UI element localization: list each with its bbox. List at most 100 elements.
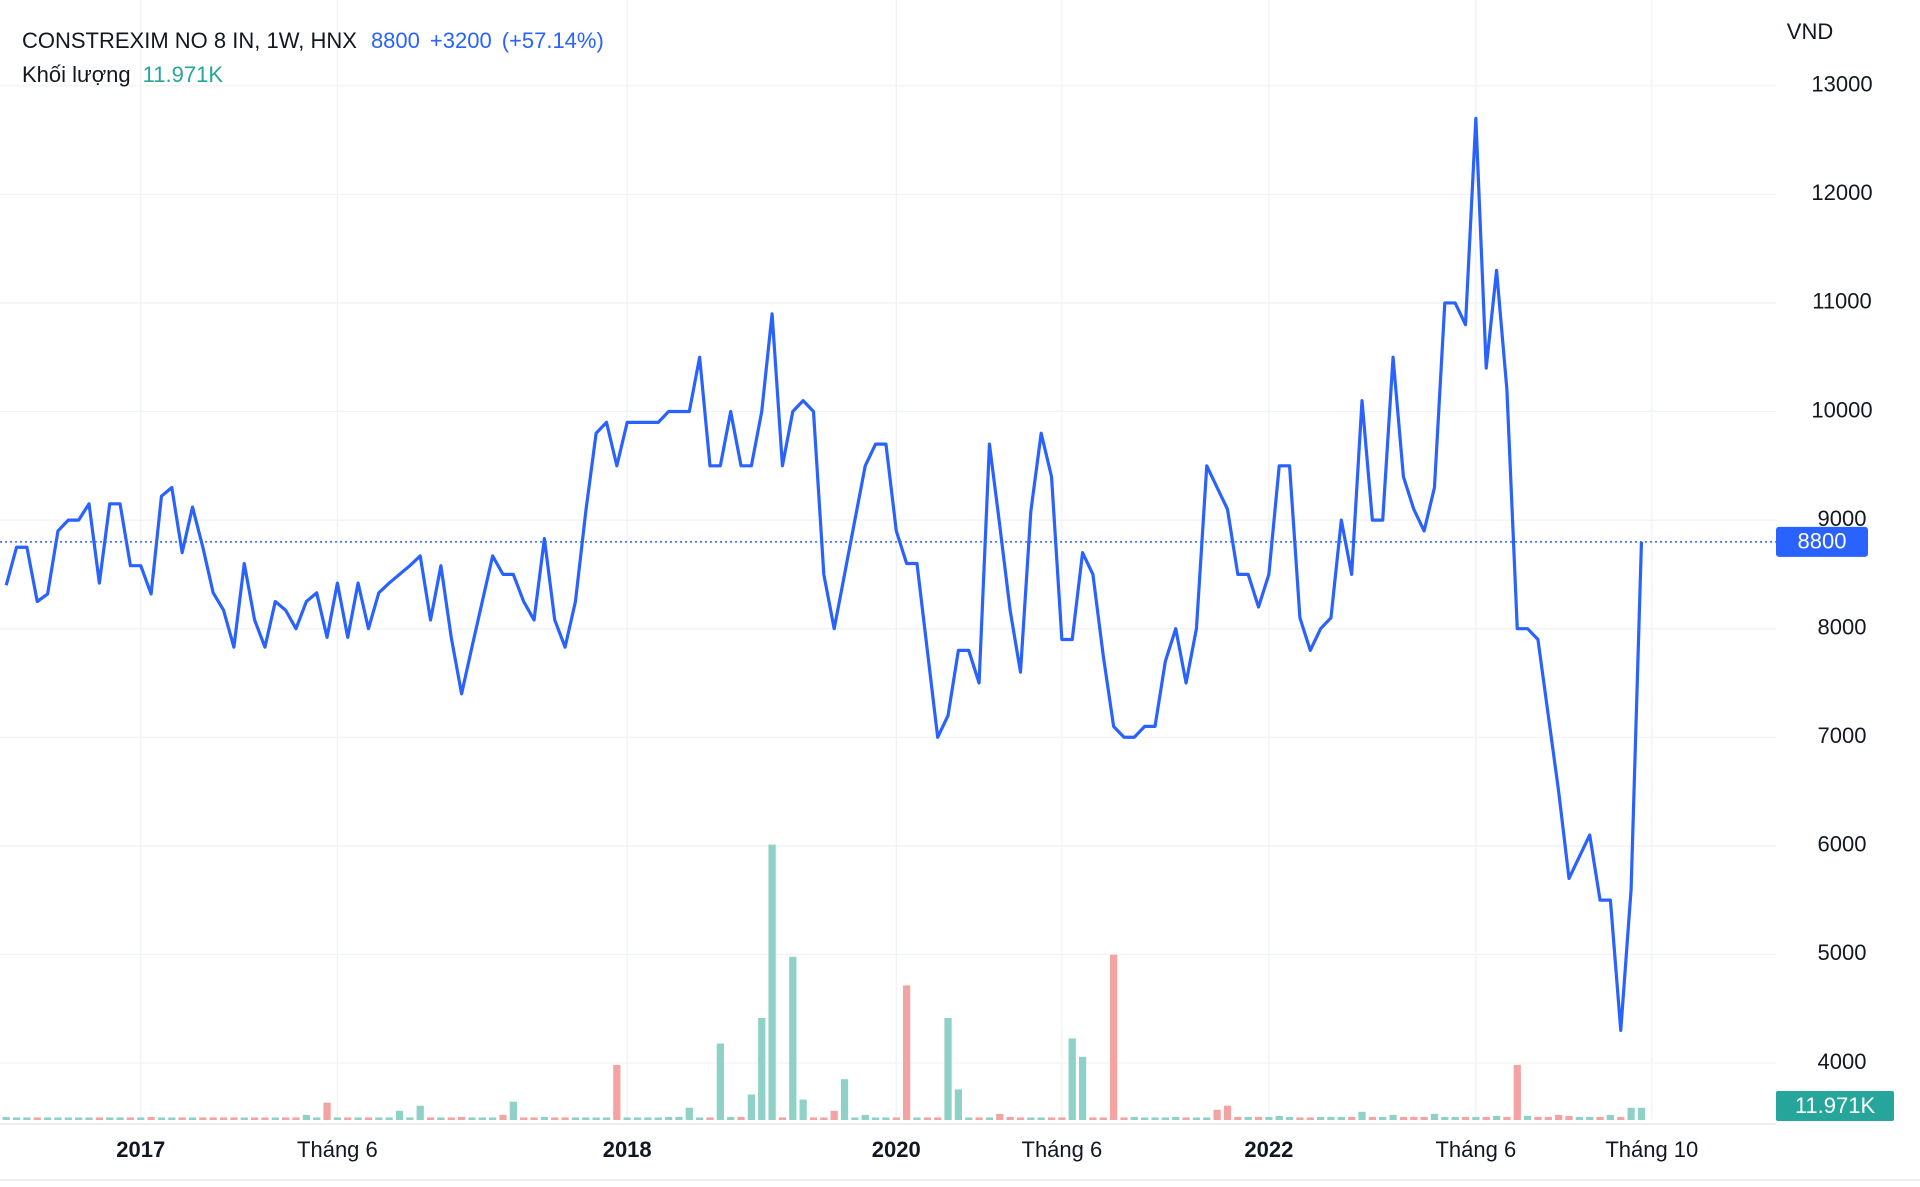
volume-bar [33,1117,41,1120]
volume-badge-label: 11.971K [1795,1093,1876,1118]
volume-bar [1234,1116,1242,1120]
volume-bar [1213,1109,1221,1120]
volume-bar [623,1117,631,1120]
last-price-badge [1776,526,1868,557]
y-tick-label: 5000 [1818,940,1867,965]
volume-bar [789,956,797,1120]
volume-bar [654,1117,662,1120]
volume-bar [1130,1116,1138,1120]
volume-bar [1637,1107,1646,1120]
volume-bar [840,1079,849,1120]
currency-label: VND [1787,19,1833,44]
volume-bar [644,1117,652,1120]
volume-bar [778,1117,787,1120]
volume-bar [168,1117,176,1120]
volume-bar [758,1018,766,1120]
volume-bar [313,1117,321,1120]
volume-bar [478,1117,486,1120]
y-tick-label: 8000 [1818,614,1867,639]
volume-bar [1016,1117,1025,1120]
x-tick-label: 2017 [116,1137,165,1162]
volume-bar [1192,1117,1201,1120]
y-tick-label: 4000 [1818,1049,1867,1074]
price-change: +3200 [430,28,492,53]
axes: 4000 5000 6000 7000 8000 9000 10000 11000 12000 1… [116,72,1894,1162]
y-tick-label: 7000 [1818,723,1867,748]
volume-bar [509,1101,517,1120]
volume-bar [903,985,911,1120]
volume-bar [1420,1116,1428,1120]
volume-bar [1617,1116,1625,1120]
volume-badge [1776,1091,1894,1121]
x-tick-label: 2020 [872,1137,921,1162]
volume-bar [489,1117,497,1120]
volume-bar [1596,1116,1604,1120]
volume-bar [1451,1116,1459,1120]
y-tick-label: 6000 [1818,832,1867,857]
volume-bar [820,1117,828,1120]
volume-bar [1254,1116,1263,1120]
volume-bar [1523,1115,1532,1120]
volume-bar [271,1117,279,1120]
volume-bar [1058,1117,1066,1120]
volume-bar [323,1102,331,1120]
volume-bar [54,1117,62,1120]
volume-bar [975,1117,983,1120]
volume-bar [944,1018,952,1120]
volume-bar [768,844,776,1120]
volume-bar [1358,1111,1366,1120]
volume-bar [137,1117,145,1120]
volume-bar [64,1117,72,1120]
volume-bar [385,1117,393,1120]
volume-bar [934,1117,942,1120]
volume-bar [1410,1116,1418,1120]
volume-bar [602,1117,611,1120]
y-tick-label: 11000 [1812,289,1872,314]
volume-bar [1544,1116,1552,1120]
volume-bar [996,1113,1004,1120]
volume-bar [261,1117,269,1120]
volume-bar [344,1117,352,1120]
grid [0,0,1776,1120]
volume-bar [582,1117,590,1120]
x-tick-label: Tháng 10 [1605,1137,1698,1162]
y-tick-label: 13000 [1811,72,1872,97]
volume-bar [592,1117,600,1120]
volume-bar [147,1116,155,1120]
volume-bar [1037,1117,1045,1120]
x-tick-label: 2018 [603,1137,652,1162]
volume-bar [333,1117,342,1120]
volume-bar [561,1117,569,1120]
volume-bar [292,1117,300,1120]
volume-bar [126,1117,135,1120]
volume-bar [1306,1117,1314,1120]
volume-bar [1472,1116,1480,1120]
volume-bar [209,1117,217,1120]
volume-bar [1327,1116,1335,1120]
volume-bar [95,1117,103,1120]
volume-bar [1430,1113,1439,1120]
volume-bar [2,1116,10,1120]
volume-bar [809,1117,818,1120]
price-pane [0,116,1776,1033]
volume-bar [965,1117,973,1120]
y-tick-label: 9000 [1818,506,1867,531]
volume-bar [282,1117,290,1120]
volume-bar [830,1110,838,1120]
volume-bar [520,1117,528,1120]
volume-bar [727,1116,735,1120]
volume-bar [1379,1116,1387,1120]
volume-bar [1586,1116,1594,1120]
volume-bar [302,1114,310,1120]
volume-bar [685,1107,693,1120]
y-tick-label: 10000 [1811,397,1872,422]
volume-bar [1534,1116,1542,1120]
volume-bar [85,1117,93,1120]
volume-bar [613,1064,621,1120]
volume-bar [861,1114,869,1120]
last-price-badge-label: 8800 [1798,529,1847,554]
x-tick-label: Tháng 6 [1022,1137,1103,1162]
